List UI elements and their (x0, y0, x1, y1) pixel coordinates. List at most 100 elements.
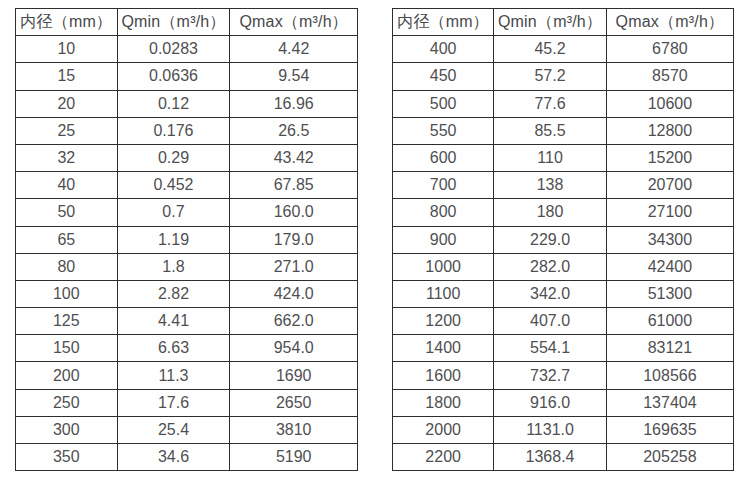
qmin-cell: 2.82 (117, 280, 230, 307)
diameter-cell: 1400 (393, 335, 494, 362)
diameter-cell: 150 (16, 335, 118, 362)
diameter-cell: 2000 (393, 416, 494, 443)
table-row: 1254.41662.0 (16, 308, 358, 335)
diameter-cell: 900 (393, 226, 494, 253)
qmin-header-cell: Qmin（m³/h） (117, 9, 230, 36)
qmin-cell: 77.6 (494, 90, 607, 117)
qmax-cell: 43.42 (230, 144, 358, 171)
qmin-cell: 0.452 (117, 172, 230, 199)
qmin-cell: 732.7 (494, 362, 607, 389)
diameter-header-cell: 内径（mm） (16, 9, 118, 36)
qmax-cell: 4.42 (230, 36, 358, 63)
qmin-cell: 0.0283 (117, 36, 230, 63)
diameter-cell: 300 (16, 416, 118, 443)
diameter-cell: 1800 (393, 389, 494, 416)
qmin-cell: 6.63 (117, 335, 230, 362)
flow-rate-table-large-diameters: 内径（mm）Qmin（m³/h）Qmax（m³/h） 40045.2678045… (392, 8, 734, 471)
qmin-cell: 229.0 (494, 226, 607, 253)
qmax-cell: 179.0 (230, 226, 358, 253)
table-row: 20001131.0169635 (393, 416, 734, 443)
qmax-header-cell: Qmax（m³/h） (606, 9, 733, 36)
qmin-cell: 0.29 (117, 144, 230, 171)
table-row: 150.06369.54 (16, 63, 358, 90)
table-row: 400.45267.85 (16, 172, 358, 199)
table-row: 45057.28570 (393, 63, 734, 90)
qmax-cell: 34300 (606, 226, 733, 253)
header-row: 内径（mm）Qmin（m³/h）Qmax（m³/h） (16, 9, 358, 36)
qmax-cell: 271.0 (230, 253, 358, 280)
qmin-cell: 4.41 (117, 308, 230, 335)
diameter-cell: 200 (16, 362, 118, 389)
qmax-cell: 16.96 (230, 90, 358, 117)
diameter-cell: 15 (16, 63, 118, 90)
qmin-cell: 0.12 (117, 90, 230, 117)
diameter-cell: 800 (393, 199, 494, 226)
diameter-cell: 600 (393, 144, 494, 171)
qmin-cell: 11.3 (117, 362, 230, 389)
table-row: 30025.43810 (16, 416, 358, 443)
qmin-header-cell: Qmin（m³/h） (494, 9, 607, 36)
table-row: 100.02834.42 (16, 36, 358, 63)
qmax-cell: 662.0 (230, 308, 358, 335)
table-row: 1800916.0137404 (393, 389, 734, 416)
table-row: 801.8271.0 (16, 253, 358, 280)
qmin-cell: 180 (494, 199, 607, 226)
qmin-cell: 25.4 (117, 416, 230, 443)
qmin-cell: 554.1 (494, 335, 607, 362)
diameter-cell: 400 (393, 36, 494, 63)
table-row: 1506.63954.0 (16, 335, 358, 362)
qmax-cell: 67.85 (230, 172, 358, 199)
qmin-cell: 1368.4 (494, 444, 607, 471)
qmax-cell: 42400 (606, 253, 733, 280)
table-row: 1400554.183121 (393, 335, 734, 362)
qmax-cell: 160.0 (230, 199, 358, 226)
qmax-cell: 424.0 (230, 280, 358, 307)
qmax-cell: 205258 (606, 444, 733, 471)
qmin-cell: 1.8 (117, 253, 230, 280)
qmax-header-cell: Qmax（m³/h） (230, 9, 358, 36)
diameter-cell: 25 (16, 117, 118, 144)
table-row: 60011015200 (393, 144, 734, 171)
diameter-cell: 80 (16, 253, 118, 280)
table-row: 250.17626.5 (16, 117, 358, 144)
diameter-cell: 100 (16, 280, 118, 307)
qmin-cell: 407.0 (494, 308, 607, 335)
diameter-cell: 32 (16, 144, 118, 171)
qmax-cell: 26.5 (230, 117, 358, 144)
diameter-header-cell: 内径（mm） (393, 9, 494, 36)
qmin-cell: 17.6 (117, 389, 230, 416)
qmax-cell: 8570 (606, 63, 733, 90)
qmin-cell: 916.0 (494, 389, 607, 416)
qmax-cell: 15200 (606, 144, 733, 171)
diameter-cell: 2200 (393, 444, 494, 471)
table-row: 320.2943.42 (16, 144, 358, 171)
table-row: 1100342.051300 (393, 280, 734, 307)
table-row: 50077.610600 (393, 90, 734, 117)
qmin-cell: 85.5 (494, 117, 607, 144)
diameter-cell: 40 (16, 172, 118, 199)
qmax-cell: 5190 (230, 444, 358, 471)
qmax-cell: 12800 (606, 117, 733, 144)
diameter-cell: 125 (16, 308, 118, 335)
qmin-cell: 45.2 (494, 36, 607, 63)
diameter-cell: 350 (16, 444, 118, 471)
diameter-cell: 250 (16, 389, 118, 416)
qmax-cell: 83121 (606, 335, 733, 362)
table-row: 20011.31690 (16, 362, 358, 389)
qmax-cell: 9.54 (230, 63, 358, 90)
diameter-cell: 10 (16, 36, 118, 63)
diameter-cell: 700 (393, 172, 494, 199)
table-row: 900229.034300 (393, 226, 734, 253)
qmin-cell: 0.176 (117, 117, 230, 144)
header-row: 内径（mm）Qmin（m³/h）Qmax（m³/h） (393, 9, 734, 36)
qmin-cell: 282.0 (494, 253, 607, 280)
qmax-cell: 61000 (606, 308, 733, 335)
qmin-cell: 1.19 (117, 226, 230, 253)
qmin-cell: 57.2 (494, 63, 607, 90)
qmin-cell: 110 (494, 144, 607, 171)
diameter-cell: 65 (16, 226, 118, 253)
qmax-cell: 1690 (230, 362, 358, 389)
qmin-cell: 138 (494, 172, 607, 199)
table-row: 70013820700 (393, 172, 734, 199)
qmax-cell: 2650 (230, 389, 358, 416)
